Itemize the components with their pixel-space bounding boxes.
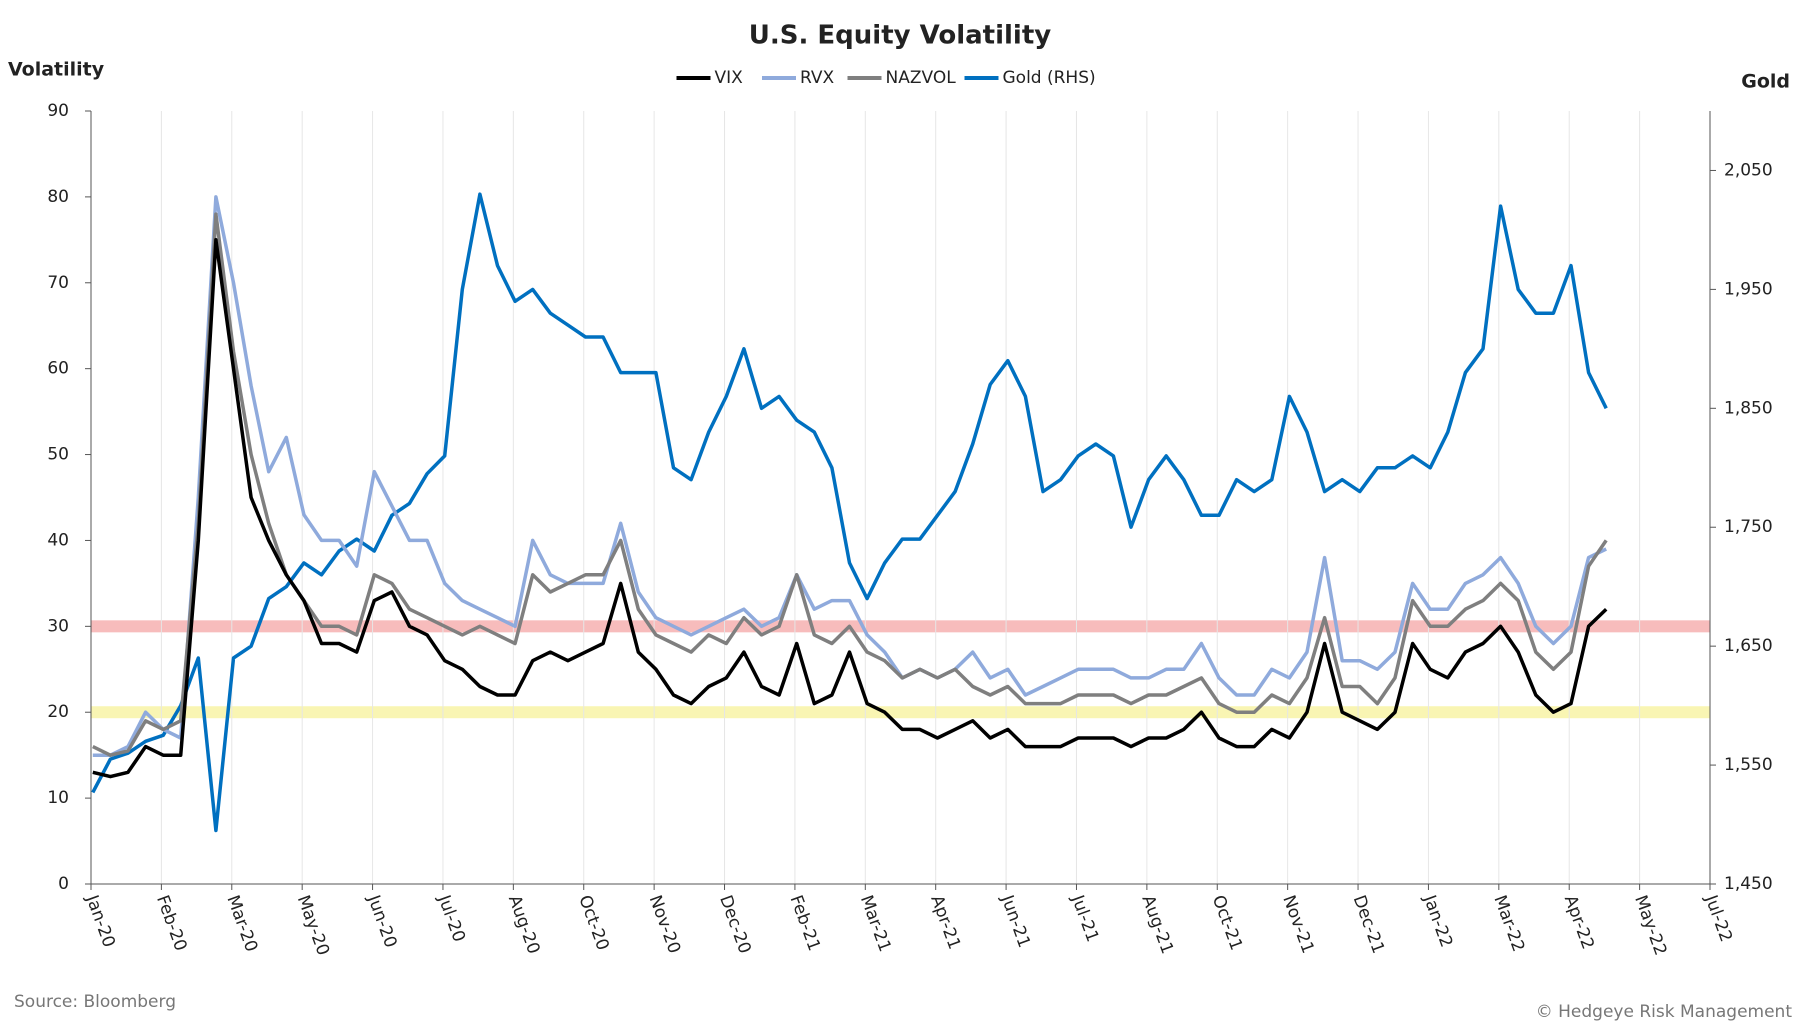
y2-tick-label: 1,850 (1724, 398, 1773, 418)
y-tick-label: 10 (47, 788, 69, 808)
y2-tick-label: 1,650 (1724, 636, 1773, 656)
x-tick-label: May-20 (293, 893, 333, 959)
legend: VIX RVX NAZVOL Gold (RHS) (676, 68, 1096, 88)
series-line (92, 195, 1607, 757)
y-tick-label: 60 (47, 359, 69, 379)
source-note: Source: Bloomberg (14, 992, 176, 1012)
y2-tick-label: 1,750 (1724, 517, 1773, 537)
y2-tick-label: 1,950 (1724, 279, 1773, 299)
x-tick-label: Mar-22 (1489, 893, 1528, 955)
x-tick-label: Aug-20 (504, 893, 544, 957)
y-tick-label: 0 (58, 874, 69, 894)
x-tick-label: Nov-21 (1278, 893, 1317, 957)
series-line (92, 238, 1608, 779)
y-tick-label: 40 (47, 530, 69, 550)
threshold-band (91, 620, 1710, 633)
y2-tick-label: 2,050 (1724, 160, 1773, 180)
y-tick-label: 20 (47, 702, 69, 722)
x-tick-label: Oct-21 (1208, 893, 1246, 954)
chart-title: U.S. Equity Volatility (749, 21, 1051, 51)
x-tick-label: Jun-21 (996, 892, 1034, 951)
y-tick-label: 90 (47, 101, 69, 121)
x-tick-label: Jun-20 (363, 892, 401, 951)
y-tick-label: 80 (47, 187, 69, 207)
legend-label: Gold (RHS) (1003, 68, 1096, 88)
y2-axis-label: Gold (1741, 71, 1790, 93)
y-tick-label: 30 (47, 616, 69, 636)
x-tick-label: Oct-20 (574, 893, 612, 954)
x-tick-label: Nov-20 (645, 893, 684, 957)
x-tick-label: Mar-20 (222, 893, 261, 955)
legend-label: NAZVOL (886, 68, 957, 88)
series-line (91, 192, 1608, 833)
x-tick-label: Aug-21 (1137, 893, 1177, 957)
x-tick-label: Jan-20 (81, 892, 119, 951)
x-tick-label: Apr-21 (926, 893, 964, 953)
credit-note: © Hedgeye Risk Management (1536, 1002, 1793, 1022)
x-tick-label: Dec-20 (715, 893, 755, 957)
x-tick-label: Mar-21 (856, 893, 895, 955)
x-tick-label: Apr-22 (1560, 893, 1598, 953)
y2-tick-label: 1,450 (1724, 874, 1773, 894)
x-tick-label: Jul-22 (1700, 892, 1736, 945)
threshold-band (91, 706, 1710, 719)
y2-tick-label: 1,550 (1724, 755, 1773, 775)
x-tick-label: Jul-20 (433, 892, 469, 945)
x-tick-label: Feb-21 (786, 893, 825, 954)
y-tick-label: 50 (47, 445, 69, 465)
series-line (92, 212, 1608, 757)
x-tick-label: Jul-21 (1067, 892, 1103, 945)
y-axis-label: Volatility (8, 59, 105, 81)
x-tick-label: May-22 (1630, 893, 1670, 959)
legend-label: RVX (800, 68, 835, 88)
legend-label: VIX (715, 68, 744, 88)
x-tick-label: Feb-20 (152, 893, 191, 954)
y-tick-label: 70 (47, 273, 69, 293)
x-tick-label: Jan-22 (1419, 892, 1457, 951)
x-tick-label: Dec-21 (1349, 893, 1389, 957)
